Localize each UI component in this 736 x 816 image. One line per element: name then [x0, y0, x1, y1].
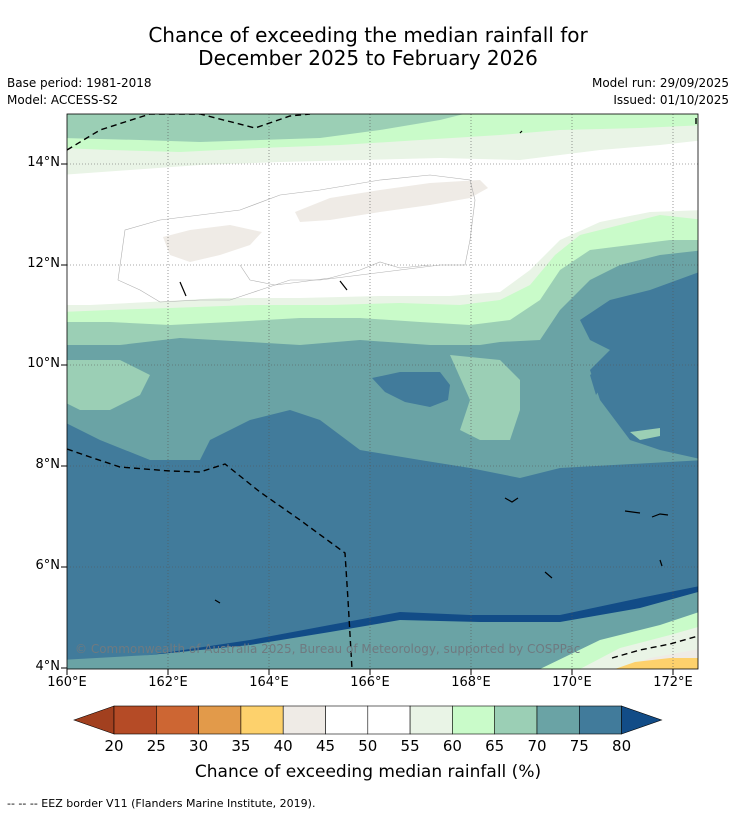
colorbar-tick-label: 70 [527, 737, 547, 755]
island-atoll [339, 280, 348, 291]
band-35-southeast [615, 658, 698, 669]
eez-border-north [67, 114, 311, 151]
island-atoll [659, 559, 663, 567]
eez-borders [67, 114, 698, 669]
colorbar-segment [156, 705, 199, 735]
lat-label: 12°N [27, 256, 60, 271]
colorbar-segment [282, 705, 326, 735]
contour-50-inner [239, 261, 431, 286]
contour-50-line [117, 174, 476, 303]
lat-label: 4°N [35, 659, 61, 674]
island-atoll [651, 513, 669, 518]
lat-label: 8°N [35, 457, 61, 472]
colorbar-tick-label: 65 [485, 737, 505, 755]
lon-label: 164°E [249, 675, 289, 690]
lon-label: 172°E [653, 675, 693, 690]
model-run: Model run: 29/09/2025 [591, 76, 729, 90]
island-atoll [179, 281, 187, 297]
colorbar-tick-label: 35 [231, 737, 251, 755]
colorbar-segment [452, 705, 495, 735]
colorbar-tick-label: 55 [400, 737, 420, 755]
copyright-notice: © Commonwealth of Australia 2025, Bureau… [75, 642, 581, 656]
colorbar-segment [536, 705, 580, 735]
islands [179, 130, 669, 604]
colorbar-tick-label: 45 [315, 737, 336, 755]
map-frame [66, 113, 699, 670]
colorbar-arrow-high [621, 705, 663, 735]
band-65-tongue [450, 355, 520, 440]
island-atoll [624, 510, 641, 514]
base-period: Base period: 1981-2018 [7, 76, 152, 90]
lon-label: 166°E [350, 675, 390, 690]
lon-label: 168°E [451, 675, 491, 690]
chart-title-line2: December 2025 to February 2026 [198, 46, 538, 70]
band-65-top [67, 114, 464, 142]
colorbar-tick-label: 60 [442, 737, 462, 755]
lat-label: 10°N [27, 356, 60, 371]
chart-title-line1: Chance of exceeding the median rainfall … [148, 23, 588, 47]
colorbar [73, 705, 663, 735]
colorbar-tick-label: 20 [104, 737, 124, 755]
lat-label: 14°N [27, 155, 60, 170]
lon-label: 170°E [552, 675, 592, 690]
eez-border-southeast [611, 635, 698, 659]
island-atoll [544, 571, 553, 579]
lat-label: 6°N [35, 558, 61, 573]
colorbar-segment [325, 705, 369, 735]
colorbar-segment [240, 705, 284, 735]
band-75-blob [590, 370, 602, 395]
colorbar-segment [113, 705, 157, 735]
colorbar-tick-label: 80 [612, 737, 632, 755]
island-atoll [504, 497, 519, 503]
lon-label: 160°E [47, 675, 87, 690]
colorbar-tick-label: 30 [189, 737, 209, 755]
lon-label: 162°E [148, 675, 188, 690]
band-65-patch [67, 360, 150, 410]
eez-footnote: -- -- -- EEZ border V11 (Flanders Marine… [7, 797, 316, 810]
colorbar-tick-label: 50 [358, 737, 378, 755]
island-atoll [214, 599, 221, 604]
colorbar-segment [494, 705, 538, 735]
contour-fill [67, 114, 698, 669]
colorbar-arrow-low [73, 705, 115, 735]
colorbar-tick-label: 75 [569, 737, 589, 755]
model-name: Model: ACCESS-S2 [7, 93, 119, 107]
colorbar-segment [578, 705, 622, 735]
band-45-east [295, 180, 488, 222]
band-70-south [67, 591, 698, 669]
ticks [61, 163, 674, 675]
island-atoll [519, 130, 523, 134]
band-50 [67, 140, 698, 305]
colorbar-segment [198, 705, 242, 735]
band-75-north [580, 272, 698, 459]
band-75-center [372, 372, 450, 407]
colorbar-title: Chance of exceeding median rainfall (%) [194, 762, 542, 782]
issued-date: Issued: 01/10/2025 [613, 93, 729, 107]
eez-border-south [67, 448, 353, 669]
colorbar-segment [367, 705, 411, 735]
colorbar-tick-label: 40 [273, 737, 293, 755]
band-65-patch-east [630, 428, 660, 440]
contour-lines [117, 174, 476, 303]
colorbar-segment [409, 705, 453, 735]
colorbar-tick-label: 25 [146, 737, 166, 755]
gridlines [67, 114, 698, 669]
band-45-west [163, 225, 262, 262]
